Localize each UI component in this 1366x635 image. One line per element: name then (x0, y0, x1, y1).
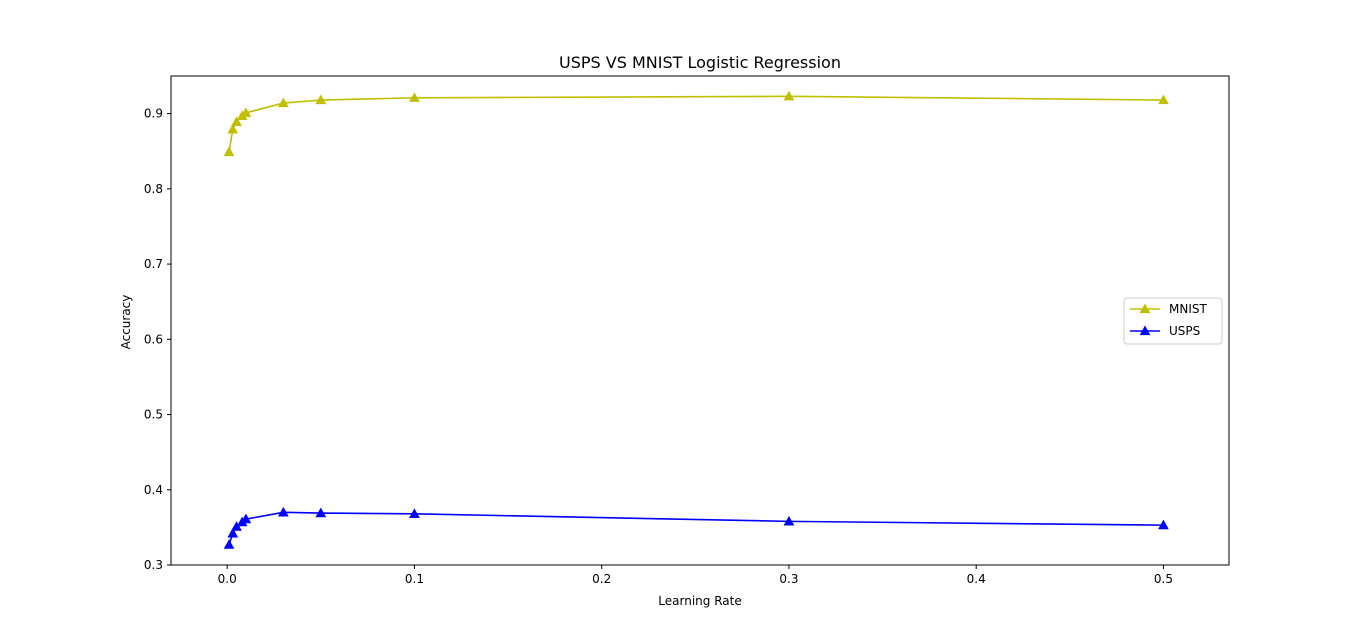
legend-item-usps: USPS (1130, 324, 1200, 338)
y-tick-label: 0.8 (144, 182, 163, 196)
x-tick-label: 0.3 (779, 572, 798, 586)
plot-frame (170, 75, 1230, 566)
data-point (223, 146, 235, 157)
data-point (1158, 519, 1169, 530)
legend-label: MNIST (1169, 302, 1207, 316)
y-axis-label: Accuracy (119, 295, 133, 350)
data-point (223, 539, 235, 549)
x-tick-label: 0.0 (218, 572, 237, 586)
legend-marker (1139, 325, 1151, 336)
x-tick-label: 0.5 (1154, 572, 1173, 586)
x-tick-label: 0.4 (967, 572, 986, 586)
x-axis: 0.0 0.1 0.2 0.3 0.4 0.5 (218, 565, 1173, 586)
data-point (227, 527, 239, 538)
chart-title: USPS VS MNIST Logistic Regression (559, 53, 841, 72)
y-axis: 0.3 0.4 0.5 0.6 0.7 0.8 0.9 (144, 107, 171, 572)
data-point (783, 90, 795, 101)
x-tick-label: 0.1 (405, 572, 424, 586)
data-point (227, 123, 239, 134)
data-point (315, 94, 327, 105)
data-point (783, 515, 795, 526)
data-point (409, 508, 420, 518)
y-tick-label: 0.9 (144, 107, 163, 121)
y-tick-label: 0.5 (144, 408, 163, 422)
y-tick-label: 0.3 (144, 558, 163, 572)
data-point (240, 107, 252, 117)
legend-label: USPS (1169, 324, 1200, 338)
legend: MNIST USPS (1123, 297, 1223, 345)
y-tick-label: 0.4 (144, 483, 163, 497)
y-tick-label: 0.6 (144, 332, 163, 346)
y-tick-label: 0.7 (144, 257, 163, 271)
legend-item-mnist: MNIST (1130, 302, 1207, 316)
data-point (231, 116, 242, 126)
series-mnist (223, 90, 1169, 157)
data-point (278, 506, 289, 517)
x-axis-label: Learning Rate (658, 594, 741, 608)
legend-marker (1139, 303, 1151, 314)
x-tick-label: 0.2 (592, 572, 611, 586)
data-point (315, 507, 327, 518)
data-point (409, 92, 420, 102)
plot-area (170, 75, 1230, 566)
series-layer (223, 90, 1169, 549)
series-usps (223, 506, 1169, 549)
data-point (1158, 94, 1169, 105)
data-point (240, 513, 252, 524)
data-point (278, 97, 289, 108)
